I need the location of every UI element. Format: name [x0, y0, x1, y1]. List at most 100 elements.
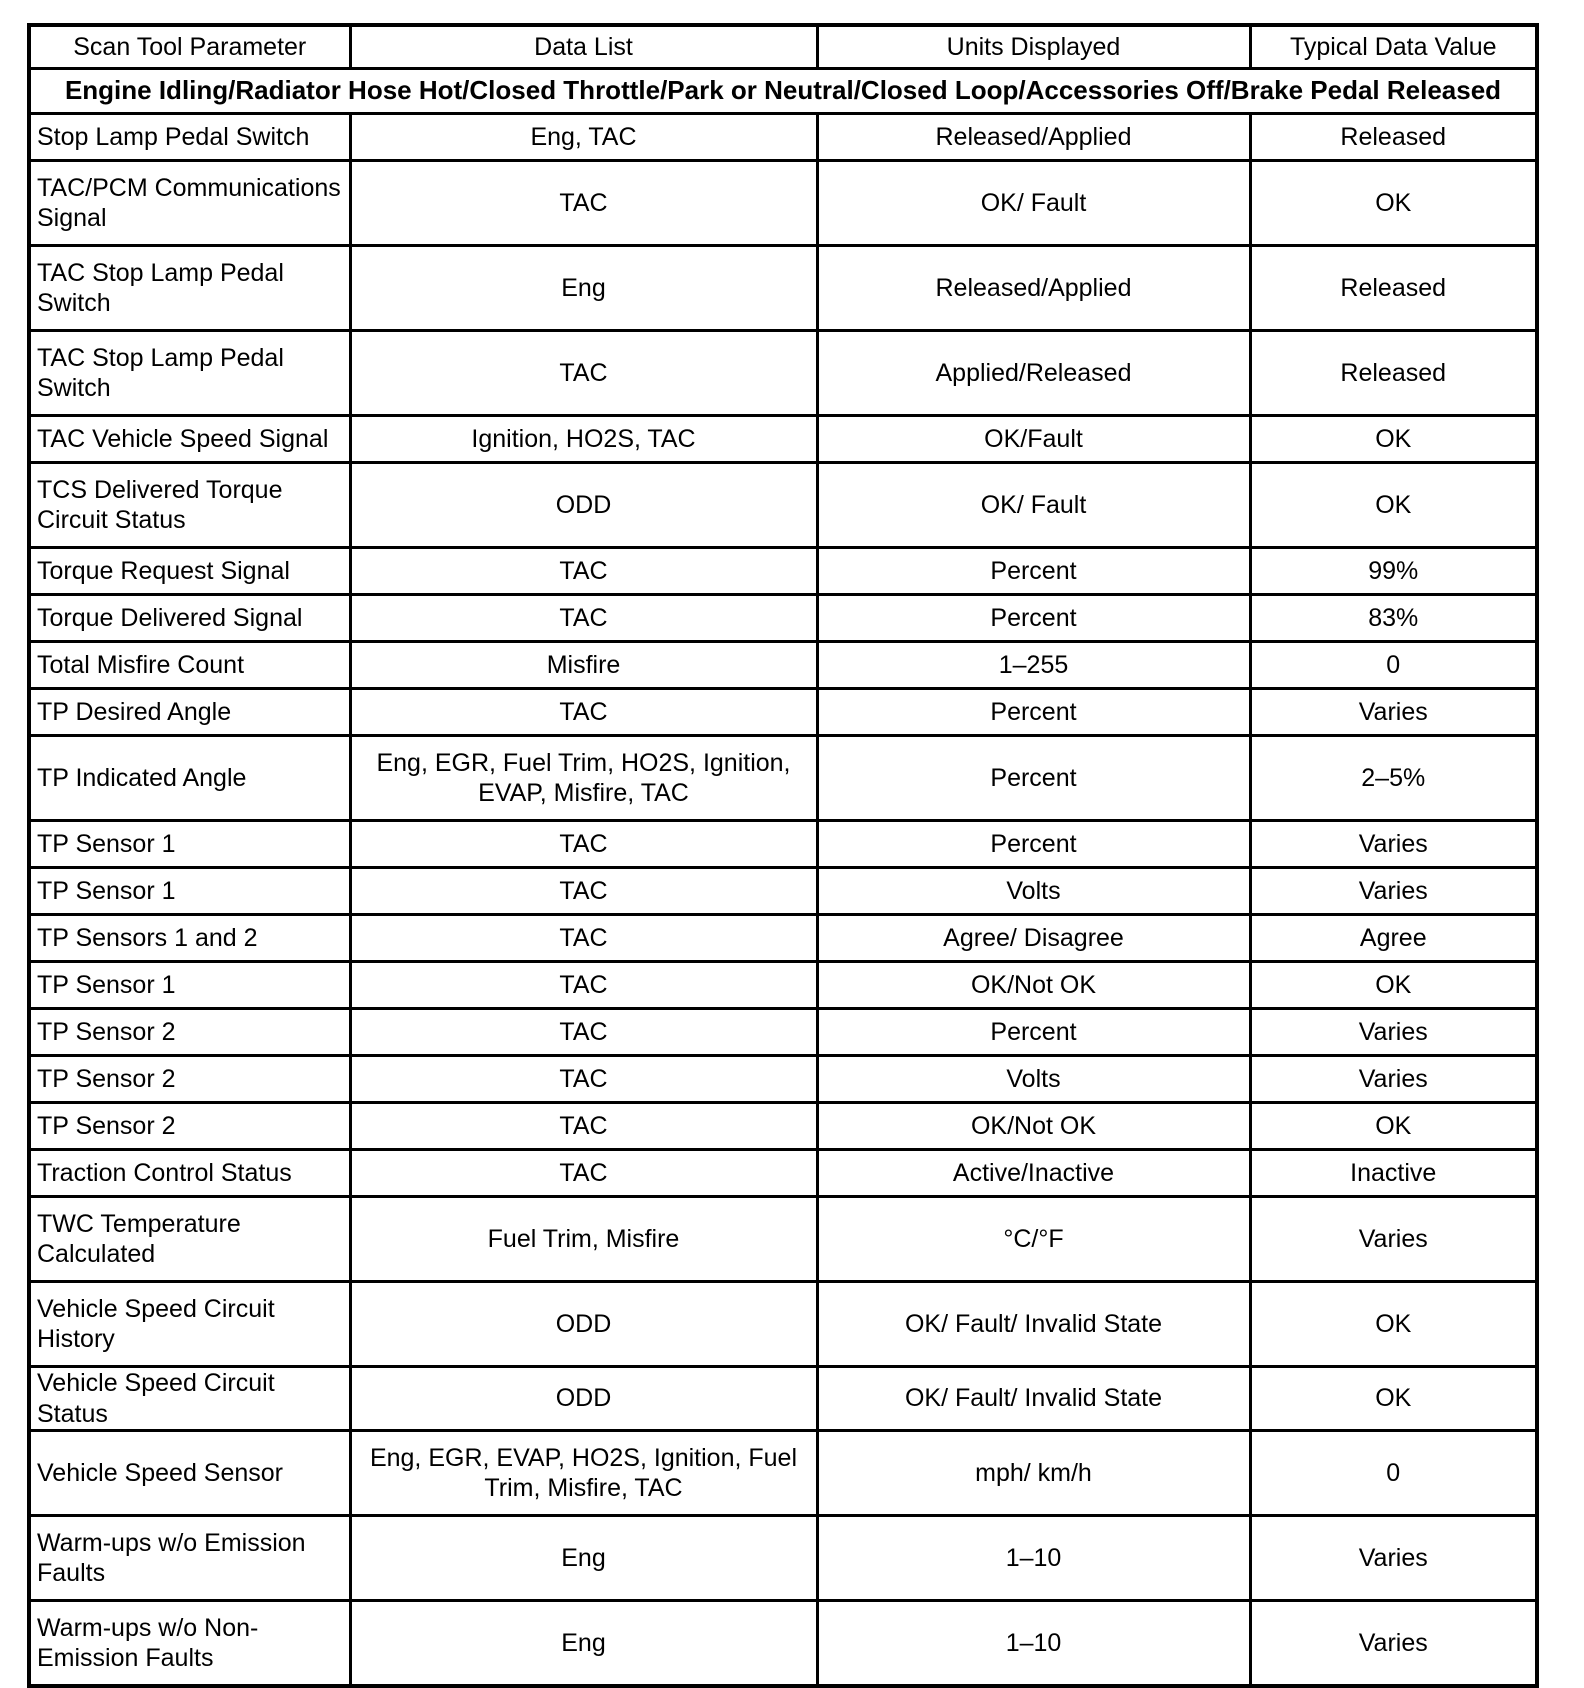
cell-scan-tool-parameter: Vehicle Speed Circuit History — [27, 1280, 352, 1368]
cell-data-list: Eng, EGR, EVAP, HO2S, Ignition, Fuel Tri… — [348, 1429, 819, 1517]
column-header-typical-data-value: Typical Data Value — [1248, 23, 1539, 70]
table-row: Total Misfire Count Misfire 1–255 0 — [27, 640, 1539, 690]
cell-units-displayed: OK/ Fault/ Invalid State — [815, 1280, 1252, 1368]
cell-typical-data-value: Released — [1248, 112, 1539, 162]
cell-scan-tool-parameter: TP Sensor 1 — [27, 960, 352, 1010]
cell-scan-tool-parameter: TAC Stop Lamp Pedal Switch — [27, 244, 352, 332]
cell-data-list: TAC — [348, 913, 819, 963]
cell-data-list: Eng — [348, 244, 819, 332]
cell-typical-data-value: Varies — [1248, 1514, 1539, 1602]
condition-banner: Engine Idling/Radiator Hose Hot/Closed T… — [27, 67, 1539, 115]
table-row: Torque Request Signal TAC Percent 99% — [27, 546, 1539, 596]
table-row: Warm-ups w/o Non-Emission Faults Eng 1–10 V… — [27, 1599, 1539, 1688]
table-row: TP Desired Angle TAC Percent Varies — [27, 687, 1539, 737]
cell-units-displayed: Percent — [815, 734, 1252, 822]
cell-typical-data-value: OK — [1248, 1365, 1539, 1432]
cell-typical-data-value: Inactive — [1248, 1148, 1539, 1198]
cell-data-list: TAC — [348, 1148, 819, 1198]
cell-scan-tool-parameter: Torque Request Signal — [27, 546, 352, 596]
cell-scan-tool-parameter: Vehicle Speed Circuit Status — [27, 1365, 352, 1432]
cell-scan-tool-parameter: Torque Delivered Signal — [27, 593, 352, 643]
table-body: Stop Lamp Pedal Switch Eng, TAC Released/A… — [27, 112, 1539, 1688]
cell-units-displayed: Percent — [815, 593, 1252, 643]
cell-units-displayed: Percent — [815, 819, 1252, 869]
cell-typical-data-value: OK — [1248, 960, 1539, 1010]
cell-units-displayed: Released/Applied — [815, 112, 1252, 162]
cell-scan-tool-parameter: TP Indicated Angle — [27, 734, 352, 822]
cell-units-displayed: OK/ Fault — [815, 159, 1252, 247]
cell-typical-data-value: Varies — [1248, 1599, 1539, 1688]
table-row: Vehicle Speed Sensor Eng, EGR, EVAP, HO2S… — [27, 1429, 1539, 1517]
cell-units-displayed: OK/ Fault — [815, 461, 1252, 549]
table-row: TP Sensor 2 TAC Volts Varies — [27, 1054, 1539, 1104]
cell-data-list: Fuel Trim, Misfire — [348, 1195, 819, 1283]
cell-scan-tool-parameter: TAC/PCM Communications Signal — [27, 159, 352, 247]
cell-typical-data-value: OK — [1248, 1101, 1539, 1151]
cell-data-list: TAC — [348, 159, 819, 247]
condition-banner-row: Engine Idling/Radiator Hose Hot/Closed T… — [27, 67, 1539, 115]
column-header-scan-tool-parameter: Scan Tool Parameter — [27, 23, 352, 70]
cell-data-list: ODD — [348, 1280, 819, 1368]
cell-units-displayed: OK/Not OK — [815, 960, 1252, 1010]
cell-data-list: TAC — [348, 819, 819, 869]
column-header-units-displayed: Units Displayed — [815, 23, 1252, 70]
cell-scan-tool-parameter: TP Sensor 2 — [27, 1007, 352, 1057]
cell-data-list: TAC — [348, 960, 819, 1010]
table-row: TAC Stop Lamp Pedal Switch TAC Applied/Rel… — [27, 329, 1539, 417]
column-header-data-list: Data List — [348, 23, 819, 70]
cell-data-list: TAC — [348, 546, 819, 596]
table-row: TAC/PCM Communications Signal TAC OK/ Faul… — [27, 159, 1539, 247]
table-row: Traction Control Status TAC Active/Inactiv… — [27, 1148, 1539, 1198]
table-row: TP Indicated Angle Eng, EGR, Fuel Trim, H… — [27, 734, 1539, 822]
cell-typical-data-value: 99% — [1248, 546, 1539, 596]
cell-data-list: TAC — [348, 593, 819, 643]
cell-units-displayed: Volts — [815, 1054, 1252, 1104]
cell-data-list: Eng — [348, 1514, 819, 1602]
table-row: Warm-ups w/o Emission Faults Eng 1–10 Varie… — [27, 1514, 1539, 1602]
cell-typical-data-value: Released — [1248, 329, 1539, 417]
table-row: Torque Delivered Signal TAC Percent 83% — [27, 593, 1539, 643]
table-row: TP Sensor 2 TAC Percent Varies — [27, 1007, 1539, 1057]
table-row: TP Sensors 1 and 2 TAC Agree/ Disagree Agre… — [27, 913, 1539, 963]
table-row: TAC Vehicle Speed Signal Ignition, HO2S, … — [27, 414, 1539, 464]
scan-tool-parameter-table: Scan Tool Parameter Data List Units Disp… — [27, 23, 1539, 1688]
table-row: Stop Lamp Pedal Switch Eng, TAC Released/A… — [27, 112, 1539, 162]
cell-scan-tool-parameter: Traction Control Status — [27, 1148, 352, 1198]
cell-scan-tool-parameter: TP Sensors 1 and 2 — [27, 913, 352, 963]
cell-data-list: ODD — [348, 1365, 819, 1432]
table-row: TP Sensor 1 TAC Percent Varies — [27, 819, 1539, 869]
cell-units-displayed: Active/Inactive — [815, 1148, 1252, 1198]
cell-units-displayed: 1–255 — [815, 640, 1252, 690]
cell-units-displayed: Percent — [815, 546, 1252, 596]
cell-scan-tool-parameter: Warm-ups w/o Non-Emission Faults — [27, 1599, 352, 1688]
cell-units-displayed: 1–10 — [815, 1514, 1252, 1602]
cell-scan-tool-parameter: TWC Temperature Calculated — [27, 1195, 352, 1283]
table-row: TWC Temperature Calculated Fuel Trim, Mis… — [27, 1195, 1539, 1283]
cell-scan-tool-parameter: Stop Lamp Pedal Switch — [27, 112, 352, 162]
cell-units-displayed: mph/ km/h — [815, 1429, 1252, 1517]
cell-units-displayed: Applied/Released — [815, 329, 1252, 417]
cell-typical-data-value: Varies — [1248, 819, 1539, 869]
cell-scan-tool-parameter: TP Sensor 1 — [27, 819, 352, 869]
table-row: Vehicle Speed Circuit History ODD OK/ Faul… — [27, 1280, 1539, 1368]
cell-scan-tool-parameter: Warm-ups w/o Emission Faults — [27, 1514, 352, 1602]
cell-scan-tool-parameter: TAC Stop Lamp Pedal Switch — [27, 329, 352, 417]
cell-units-displayed: °C/°F — [815, 1195, 1252, 1283]
header-row: Scan Tool Parameter Data List Units Disp… — [27, 23, 1539, 70]
cell-data-list: Ignition, HO2S, TAC — [348, 414, 819, 464]
cell-typical-data-value: Varies — [1248, 1007, 1539, 1057]
cell-data-list: TAC — [348, 1007, 819, 1057]
cell-units-displayed: OK/Not OK — [815, 1101, 1252, 1151]
cell-typical-data-value: 83% — [1248, 593, 1539, 643]
cell-data-list: TAC — [348, 1101, 819, 1151]
cell-typical-data-value: OK — [1248, 1280, 1539, 1368]
cell-typical-data-value: Varies — [1248, 687, 1539, 737]
cell-units-displayed: Agree/ Disagree — [815, 913, 1252, 963]
cell-typical-data-value: Varies — [1248, 1195, 1539, 1283]
cell-typical-data-value: OK — [1248, 414, 1539, 464]
table-row: TP Sensor 1 TAC OK/Not OK OK — [27, 960, 1539, 1010]
table-row: TCS Delivered Torque Circuit Status ODD OK… — [27, 461, 1539, 549]
cell-scan-tool-parameter: TP Desired Angle — [27, 687, 352, 737]
cell-units-displayed: Percent — [815, 687, 1252, 737]
cell-data-list: TAC — [348, 1054, 819, 1104]
